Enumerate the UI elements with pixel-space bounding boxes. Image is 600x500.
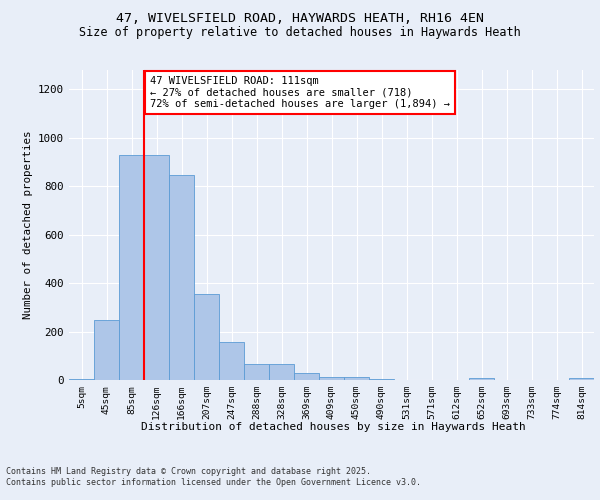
Bar (319, 377, 344, 380)
Bar (219, 342, 244, 380)
Bar (69, 379, 94, 380)
Bar (269, 364, 294, 380)
Bar (94, 320, 119, 380)
Bar (244, 364, 269, 380)
Bar (294, 373, 319, 380)
Y-axis label: Number of detached properties: Number of detached properties (23, 130, 32, 320)
Text: 47 WIVELSFIELD ROAD: 111sqm
← 27% of detached houses are smaller (718)
72% of se: 47 WIVELSFIELD ROAD: 111sqm ← 27% of det… (150, 76, 450, 110)
Bar (369, 379, 394, 380)
Bar (119, 155, 144, 380)
Bar (344, 377, 369, 380)
Text: Distribution of detached houses by size in Haywards Heath: Distribution of detached houses by size … (140, 422, 526, 432)
Bar (569, 378, 594, 380)
Bar (144, 155, 169, 380)
Bar (169, 176, 194, 380)
Text: 47, WIVELSFIELD ROAD, HAYWARDS HEATH, RH16 4EN: 47, WIVELSFIELD ROAD, HAYWARDS HEATH, RH… (116, 12, 484, 26)
Text: Size of property relative to detached houses in Haywards Heath: Size of property relative to detached ho… (79, 26, 521, 39)
Bar (469, 378, 494, 380)
Text: Contains HM Land Registry data © Crown copyright and database right 2025.
Contai: Contains HM Land Registry data © Crown c… (6, 468, 421, 487)
Bar (194, 294, 219, 380)
